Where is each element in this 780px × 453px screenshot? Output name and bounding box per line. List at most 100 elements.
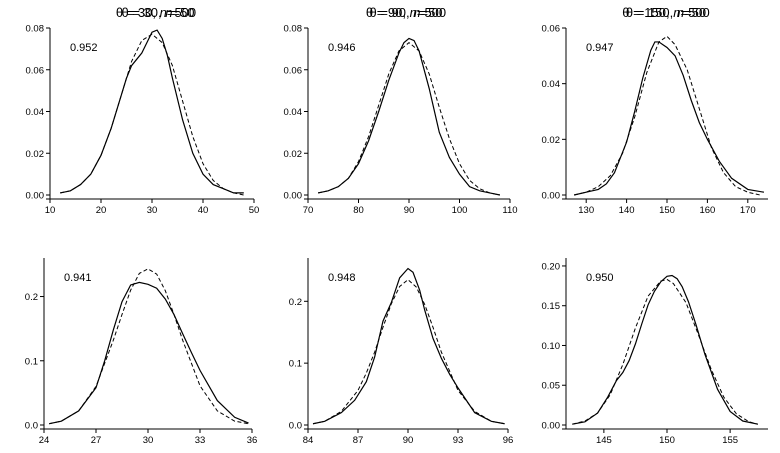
y-tick-label: 0.10 xyxy=(542,341,561,352)
y-tick-label: 0.0 xyxy=(25,421,38,432)
x-tick-label: 40 xyxy=(198,205,209,216)
coverage-annotation: 0.952 xyxy=(70,42,98,54)
y-tick-label: 0.2 xyxy=(289,297,302,308)
panel-title: θ = 30, n=500 xyxy=(116,5,196,20)
solid-density-line xyxy=(60,29,244,194)
coverage-annotation: 0.950 xyxy=(586,272,614,284)
panel-title: θ = 90, n=50 xyxy=(369,5,442,20)
y-tick-label: 0.00 xyxy=(542,191,561,202)
x-tick-label: 130 xyxy=(578,205,594,216)
y-tick-label: 0.00 xyxy=(284,191,303,202)
title-n-symbol: n xyxy=(160,5,167,20)
title-n-equals: = xyxy=(172,5,180,20)
title-theta-value: 30 xyxy=(144,5,158,20)
y-tick-label: 0.08 xyxy=(284,24,303,35)
title-theta-value: 150 xyxy=(648,5,670,20)
x-tick-label: 150 xyxy=(659,205,675,216)
x-tick-label: 70 xyxy=(303,205,314,216)
y-tick-label: 0.1 xyxy=(289,359,302,370)
x-tick-label: 170 xyxy=(740,205,756,216)
x-tick-label: 145 xyxy=(596,435,612,446)
y-tick-label: 0.15 xyxy=(542,301,561,312)
title-theta-value: 30 xyxy=(138,5,152,20)
x-tick-label: 27 xyxy=(91,435,102,446)
x-tick-label: 150 xyxy=(659,435,675,446)
x-tick-label: 90 xyxy=(403,435,414,446)
x-tick-label: 96 xyxy=(503,435,514,446)
panel-title: θ = 150, n=50 xyxy=(626,5,706,20)
y-tick-label: 0.00 xyxy=(26,191,45,202)
title-theta-value: 90 xyxy=(392,5,406,20)
solid-density-line xyxy=(573,41,765,196)
y-tick-label: 0.0 xyxy=(289,421,302,432)
title-theta-symbol: θ xyxy=(369,5,376,20)
title-n-value: 500 xyxy=(174,5,196,20)
y-tick-label: 0.1 xyxy=(25,356,38,367)
y-tick-label: 0.02 xyxy=(284,149,303,160)
solid-density-line xyxy=(312,267,505,425)
coverage-annotation: 0.947 xyxy=(586,42,614,54)
coverage-annotation: 0.946 xyxy=(328,42,356,54)
coverage-annotation: 0.941 xyxy=(64,272,92,284)
dashed-density-line xyxy=(49,268,249,425)
title-separator: , xyxy=(670,5,677,20)
y-tick-label: 0.06 xyxy=(542,24,561,35)
title-n-value: 50 xyxy=(428,5,442,20)
y-tick-label: 0.06 xyxy=(284,65,303,76)
title-n-symbol: n xyxy=(413,5,420,20)
x-tick-label: 110 xyxy=(502,205,517,216)
title-theta-symbol: θ xyxy=(366,5,373,20)
title-equals: = xyxy=(633,5,648,20)
title-n-value: 50 xyxy=(692,5,706,20)
title-n-equals: = xyxy=(680,5,688,20)
solid-density-line xyxy=(317,37,501,196)
x-tick-label: 10 xyxy=(45,205,56,216)
title-equals: = xyxy=(129,5,144,20)
solid-density-line xyxy=(49,281,249,425)
title-theta-symbol: θ xyxy=(626,5,633,20)
title-separator: , xyxy=(666,5,673,20)
x-tick-label: 140 xyxy=(619,205,635,216)
x-tick-label: 80 xyxy=(353,205,364,216)
x-tick-label: 84 xyxy=(303,435,314,446)
y-tick-label: 0.02 xyxy=(26,149,45,160)
title-separator: , xyxy=(158,5,165,20)
panel-title: θ = 30, n=50 xyxy=(121,5,194,20)
dashed-density-line xyxy=(572,278,759,425)
x-tick-label: 90 xyxy=(404,205,415,216)
y-tick-label: 0.06 xyxy=(26,65,45,76)
coverage-annotation: 0.948 xyxy=(328,272,356,284)
dashed-density-line xyxy=(60,33,244,196)
x-tick-label: 30 xyxy=(147,205,158,216)
title-theta-symbol: θ xyxy=(622,5,629,20)
y-tick-label: 0.2 xyxy=(25,292,38,303)
y-tick-label: 0.02 xyxy=(542,135,561,146)
x-tick-label: 33 xyxy=(195,435,206,446)
y-tick-label: 0.00 xyxy=(542,421,561,432)
title-n-value: 500 xyxy=(424,5,446,20)
title-equals: = xyxy=(123,5,138,20)
x-tick-label: 30 xyxy=(143,435,154,446)
title-n-value: 500 xyxy=(688,5,710,20)
title-separator: , xyxy=(402,5,409,20)
title-n-symbol: n xyxy=(165,5,172,20)
title-n-equals: = xyxy=(167,5,175,20)
title-equals: = xyxy=(629,5,644,20)
title-n-symbol: n xyxy=(410,5,417,20)
title-separator: , xyxy=(406,5,413,20)
x-tick-label: 93 xyxy=(453,435,464,446)
title-equals: = xyxy=(373,5,388,20)
x-tick-label: 36 xyxy=(247,435,258,446)
panel-title: θ = 150, n=500 xyxy=(622,5,710,20)
x-tick-label: 50 xyxy=(249,205,260,216)
title-n-equals: = xyxy=(684,5,692,20)
dashed-density-line xyxy=(312,278,505,425)
title-separator: , xyxy=(152,5,159,20)
y-tick-label: 0.08 xyxy=(26,24,45,35)
y-tick-label: 0.20 xyxy=(542,261,561,272)
